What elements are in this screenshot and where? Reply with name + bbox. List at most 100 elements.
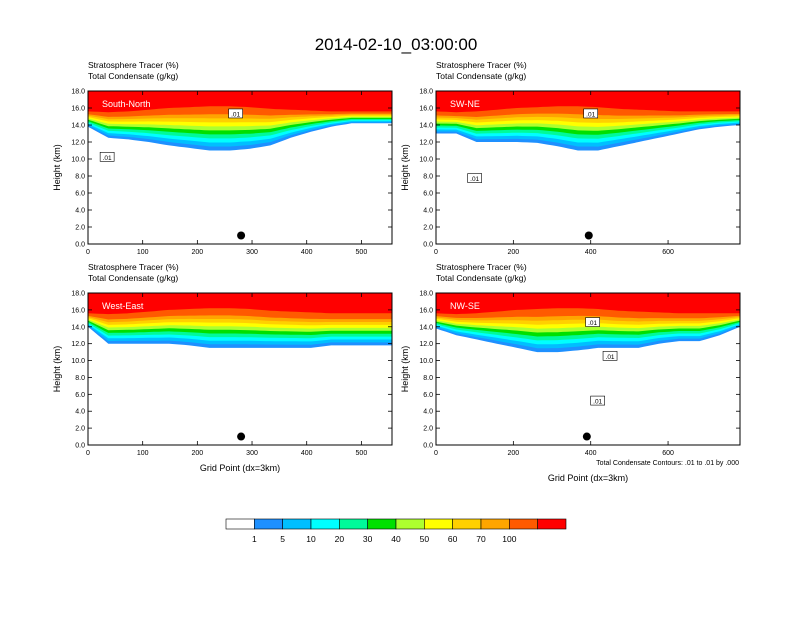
- x-tick-label: 200: [508, 249, 520, 256]
- y-tick-label: 14.0: [71, 123, 85, 130]
- x-tick-label: 500: [356, 249, 368, 256]
- y-tick-label: 10.0: [419, 358, 433, 365]
- contour-label: .01: [586, 111, 595, 118]
- y-tick-label: 18.0: [71, 89, 85, 96]
- colorbar-label: 5: [280, 534, 285, 544]
- section-label: West-East: [102, 301, 144, 311]
- y-tick-label: 6.0: [423, 392, 433, 399]
- y-tick-label: 6.0: [75, 392, 85, 399]
- colorbar-segment: [452, 518, 482, 530]
- x-tick-label: 200: [508, 450, 520, 457]
- x-tick-label: 600: [662, 450, 674, 457]
- x-tick-label: 300: [246, 450, 258, 457]
- y-axis-label: Height (km): [52, 346, 62, 393]
- y-tick-label: 8.0: [423, 375, 433, 382]
- colorbar-label: 60: [448, 534, 458, 544]
- contour-label-box: [99, 152, 115, 162]
- y-tick-label: 16.0: [419, 106, 433, 113]
- panel-2: 0 200 400 600 0.0 2.0 4.0 6.0 8.0 10.0 12.0 14.0 16.…: [400, 60, 741, 256]
- colorbar-segment: [537, 518, 567, 530]
- y-tick-label: 10.0: [419, 157, 433, 164]
- colorbar-segment: [480, 518, 510, 530]
- panel-3: 0 100 200 300 400 500 0.0 2.0 4.0 6.0 8.0 10.0 12.0 1…: [52, 262, 393, 473]
- y-tick-label: 18.0: [419, 89, 433, 96]
- colorbar-segment: [282, 518, 312, 530]
- x-tick-label: 400: [585, 450, 597, 457]
- colorbar-segment: [339, 518, 368, 530]
- x-tick-label: 0: [86, 249, 90, 256]
- contour-label-box: [585, 317, 600, 327]
- y-axis-label: Height (km): [400, 144, 410, 191]
- contour-label-box: [228, 108, 243, 119]
- tracer-fill: [88, 293, 392, 348]
- fill-level-11: [88, 293, 392, 315]
- figure-title: 2014-02-10_03:00:00: [315, 35, 478, 54]
- colorbar-segment: [367, 518, 397, 530]
- colorbar-label: 1: [252, 534, 257, 544]
- fill-level-11: [436, 91, 740, 113]
- y-tick-label: 8.0: [75, 375, 85, 382]
- y-tick-label: 14.0: [71, 324, 85, 331]
- panel-4: 0 200 400 600 0.0 2.0 4.0 6.0 8.0 10.0 12.0 14.0 16.…: [400, 262, 741, 483]
- y-tick-label: 8.0: [423, 174, 433, 181]
- section-label: SW-NE: [450, 99, 480, 109]
- x-tick-label: 100: [137, 450, 149, 457]
- y-tick-label: 0.0: [423, 443, 433, 450]
- y-tick-label: 18.0: [419, 291, 433, 298]
- x-tick-label: 400: [301, 249, 313, 256]
- x-axis-label: Grid Point (dx=3km): [548, 473, 628, 483]
- colorbar-label: 10: [306, 534, 316, 544]
- y-tick-label: 2.0: [423, 225, 433, 232]
- panels: 0 100 200 300 400 500 0.0 2.0 4.0 6.0 8.0 10.0 12.0 1…: [52, 60, 741, 483]
- colorbar-label: 30: [363, 534, 373, 544]
- contour-label: .01: [606, 354, 615, 361]
- x-tick-label: 200: [192, 450, 204, 457]
- colorbar: 1 5 10 20 30 40 50 60 70 100: [225, 518, 567, 544]
- contour-label: .01: [588, 320, 597, 327]
- contour-label-box: [602, 351, 618, 361]
- colorbar-label: 40: [391, 534, 401, 544]
- contour-label-box: [467, 173, 482, 183]
- panel-title-line: Total Condensate (g/kg): [88, 273, 178, 283]
- colorbar-segment: [424, 518, 453, 530]
- x-tick-label: 0: [434, 450, 438, 457]
- colorbar-segment: [310, 518, 340, 530]
- location-marker: [582, 432, 591, 441]
- x-tick-label: 100: [137, 249, 149, 256]
- panel-title-line: Stratosphere Tracer (%): [436, 262, 527, 272]
- tracer-fill: [88, 91, 392, 151]
- colorbar-segment: [225, 518, 255, 530]
- colorbar-segment: [509, 518, 538, 530]
- fill-level-11: [436, 293, 740, 315]
- x-tick-label: 0: [434, 249, 438, 256]
- plot-frame: [87, 292, 393, 446]
- y-tick-label: 4.0: [75, 208, 85, 215]
- location-marker: [237, 231, 246, 240]
- x-tick-label: 400: [585, 249, 597, 256]
- y-tick-label: 6.0: [423, 191, 433, 198]
- location-marker: [584, 231, 593, 240]
- y-tick-label: 12.0: [419, 341, 433, 348]
- location-marker: [237, 432, 246, 441]
- y-tick-label: 0.0: [75, 443, 85, 450]
- y-tick-label: 16.0: [419, 307, 433, 314]
- y-tick-label: 10.0: [71, 157, 85, 164]
- plot-frame: [435, 90, 741, 245]
- y-axis-label: Height (km): [400, 346, 410, 393]
- x-tick-label: 200: [192, 249, 204, 256]
- y-tick-label: 12.0: [71, 140, 85, 147]
- y-tick-label: 12.0: [419, 140, 433, 147]
- contour-label: .01: [231, 111, 240, 118]
- panel-title-line: Stratosphere Tracer (%): [88, 60, 179, 70]
- colorbar-segment: [254, 518, 283, 530]
- plot-frame: [435, 292, 741, 446]
- colorbar-label: 50: [420, 534, 430, 544]
- panel-title-line: Total Condensate (g/kg): [436, 71, 526, 81]
- y-tick-label: 16.0: [71, 106, 85, 113]
- colorbar-label: 20: [335, 534, 345, 544]
- y-tick-label: 10.0: [71, 358, 85, 365]
- panel-title-line: Total Condensate (g/kg): [436, 273, 526, 283]
- tracer-fill: [436, 91, 740, 151]
